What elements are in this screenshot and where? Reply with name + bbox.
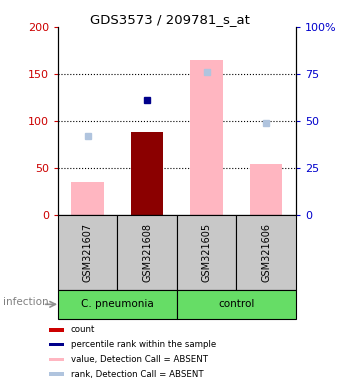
Bar [49,343,64,346]
Text: rank, Detection Call = ABSENT: rank, Detection Call = ABSENT [71,370,203,379]
Text: GSM321607: GSM321607 [83,223,92,282]
Bar [58,290,177,319]
Text: infection: infection [3,297,49,308]
Text: percentile rank within the sample: percentile rank within the sample [71,340,216,349]
Text: control: control [218,299,254,310]
Bar [71,182,104,215]
Bar [236,215,296,290]
Bar [190,60,223,215]
Bar [250,164,283,215]
Bar [49,328,64,332]
Bar [49,358,64,361]
Text: C. pneumonia: C. pneumonia [81,299,154,310]
Text: GSM321606: GSM321606 [261,223,271,282]
Text: GDS3573 / 209781_s_at: GDS3573 / 209781_s_at [90,13,250,26]
Bar [177,215,236,290]
Bar [177,290,296,319]
Text: count: count [71,325,95,334]
Bar [131,132,164,215]
Text: value, Detection Call = ABSENT: value, Detection Call = ABSENT [71,355,208,364]
Bar [49,372,64,376]
Text: GSM321605: GSM321605 [202,223,211,282]
Text: GSM321608: GSM321608 [142,223,152,282]
Bar [117,215,177,290]
Bar [58,215,117,290]
